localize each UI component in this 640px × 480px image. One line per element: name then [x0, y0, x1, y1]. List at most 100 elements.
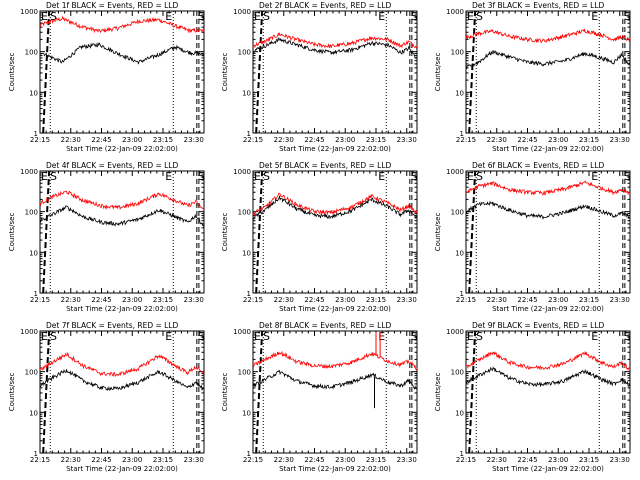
- dashed-marker-line: [255, 170, 264, 294]
- plot-frame: [465, 10, 631, 134]
- y-tick-label: 100: [451, 209, 464, 217]
- y-tick-label: 10: [242, 249, 251, 257]
- x-tick-label: 22:30: [487, 136, 507, 144]
- marker-label-s-start: S: [50, 170, 57, 183]
- panel-title: Det 7f BLACK = Events, RED = LLD: [46, 321, 179, 330]
- y-tick-label: 1: [460, 290, 464, 298]
- lld-series-line: [465, 180, 631, 196]
- x-tick-label: 23:15: [153, 136, 173, 144]
- x-tick-label: 23:15: [366, 136, 386, 144]
- y-tick-label: 10: [455, 89, 464, 97]
- lld-series-line: [39, 190, 205, 210]
- y-tick-label: 1000: [446, 328, 464, 336]
- x-tick-label: 22:15: [30, 296, 50, 304]
- panel-title: Det 3f BLACK = Events, RED = LLD: [472, 1, 605, 10]
- events-series-line: [39, 369, 205, 391]
- x-tick-label: 23:00: [335, 456, 355, 464]
- x-tick-label: 22:30: [274, 136, 294, 144]
- lld-series-line: [252, 192, 418, 217]
- y-axis-label: Counts/sec: [8, 53, 16, 92]
- x-tick-label: 23:15: [579, 136, 599, 144]
- dashed-marker-line: [255, 10, 264, 134]
- y-axis-label: Counts/sec: [434, 53, 442, 92]
- x-tick-label: 23:30: [397, 456, 417, 464]
- x-tick-label: 23:00: [335, 296, 355, 304]
- panel-3: Det 3f BLACK = Events, RED = LLD 1 10 100 10…: [434, 1, 631, 153]
- panel-9: Det 9f BLACK = Events, RED = LLD 1 10 100 10…: [434, 321, 631, 473]
- x-tick-label: 22:15: [30, 136, 50, 144]
- marker-label-e-end: E: [165, 330, 172, 343]
- marker-label-e-end: E: [165, 10, 172, 23]
- marker-label-e-start: E: [41, 330, 48, 343]
- marker-label-e-start: E: [467, 330, 474, 343]
- x-tick-label: 23:30: [610, 296, 630, 304]
- x-tick-label: 23:15: [153, 296, 173, 304]
- x-tick-label: 23:15: [153, 456, 173, 464]
- panel-title: Det 4f BLACK = Events, RED = LLD: [46, 161, 179, 170]
- x-tick-label: 23:00: [122, 136, 142, 144]
- lld-series-line: [252, 350, 418, 371]
- y-tick-label: 1000: [446, 8, 464, 16]
- x-tick-label: 23:30: [610, 136, 630, 144]
- events-series-line: [465, 50, 631, 70]
- marker-label-e-end: E: [378, 330, 385, 343]
- y-tick-label: 1000: [233, 168, 251, 176]
- x-tick-label: 22:30: [61, 296, 81, 304]
- y-tick-label: 10: [455, 249, 464, 257]
- x-axis-label: Start Time (22-Jan-09 22:02:00): [492, 305, 604, 313]
- events-series-line: [39, 205, 205, 227]
- x-tick-label: 22:30: [274, 456, 294, 464]
- y-tick-label: 1000: [446, 168, 464, 176]
- y-tick-label: 1000: [233, 328, 251, 336]
- y-tick-label: 100: [25, 209, 38, 217]
- panel-4: Det 4f BLACK = Events, RED = LLD 1 10 100 10…: [8, 161, 205, 313]
- x-tick-label: 22:30: [487, 296, 507, 304]
- y-tick-label: 10: [29, 409, 38, 417]
- y-tick-label: 10: [242, 89, 251, 97]
- panel-2: Det 2f BLACK = Events, RED = LLD 1 10 100 10…: [221, 1, 418, 153]
- lld-series-line: [252, 32, 418, 49]
- x-tick-label: 22:15: [456, 456, 476, 464]
- marker-label-e-end: E: [378, 10, 385, 23]
- marker-label-s-start: S: [50, 10, 57, 23]
- x-tick-label: 22:45: [91, 296, 111, 304]
- x-tick-label: 22:45: [517, 136, 537, 144]
- x-axis-label: Start Time (22-Jan-09 22:02:00): [66, 465, 178, 473]
- plot-frame: [465, 330, 631, 454]
- x-axis-label: Start Time (22-Jan-09 22:02:00): [492, 145, 604, 153]
- y-axis-label: Counts/sec: [221, 53, 229, 92]
- y-tick-label: 10: [455, 409, 464, 417]
- x-axis-label: Start Time (22-Jan-09 22:02:00): [492, 465, 604, 473]
- x-tick-label: 22:15: [30, 456, 50, 464]
- x-tick-label: 22:45: [517, 456, 537, 464]
- marker-label-e-start: E: [41, 10, 48, 23]
- x-tick-label: 23:30: [184, 296, 204, 304]
- marker-label-e-end: E: [591, 330, 598, 343]
- marker-label-s-end: S: [411, 10, 418, 23]
- marker-label-s-end: S: [198, 330, 205, 343]
- x-tick-label: 22:15: [243, 136, 263, 144]
- marker-label-s-end: S: [411, 330, 418, 343]
- panel-8: Det 8f BLACK = Events, RED = LLD 1 10 100 10…: [221, 321, 418, 473]
- y-tick-label: 100: [238, 369, 251, 377]
- x-tick-label: 22:45: [304, 296, 324, 304]
- lld-series-line: [465, 351, 630, 371]
- marker-label-s-end: S: [624, 330, 631, 343]
- x-tick-label: 23:30: [184, 136, 204, 144]
- y-axis-label: Counts/sec: [221, 213, 229, 252]
- y-axis-label: Counts/sec: [221, 373, 229, 412]
- y-axis-label: Counts/sec: [8, 373, 16, 412]
- x-tick-label: 23:00: [335, 136, 355, 144]
- y-tick-label: 10: [29, 249, 38, 257]
- dashed-marker-line: [42, 330, 51, 454]
- events-series-line: [252, 369, 418, 390]
- events-series-line: [465, 200, 631, 220]
- x-tick-label: 23:30: [397, 296, 417, 304]
- marker-label-s-end: S: [624, 170, 631, 183]
- x-tick-label: 22:30: [274, 296, 294, 304]
- lld-series-line: [39, 351, 205, 377]
- marker-label-s-start: S: [263, 10, 270, 23]
- panel-5: Det 5f BLACK = Events, RED = LLD 1 10 100 10…: [221, 161, 418, 313]
- plot-frame: [39, 170, 205, 294]
